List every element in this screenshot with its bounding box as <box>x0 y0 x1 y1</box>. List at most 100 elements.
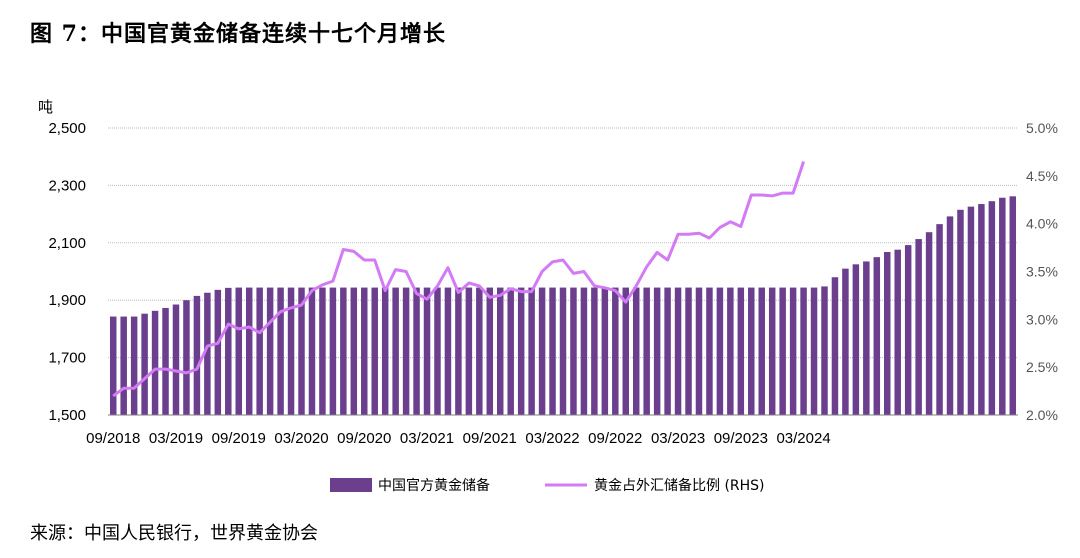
y-axis-label: 吨 <box>38 99 53 116</box>
bar <box>894 249 901 415</box>
bar <box>884 251 891 415</box>
bar <box>329 287 337 415</box>
x-tick-label: 03/2020 <box>274 430 328 447</box>
bar <box>674 287 682 415</box>
bar <box>172 304 180 415</box>
bar <box>559 287 567 415</box>
line-series <box>112 161 806 398</box>
bar <box>455 287 462 415</box>
y2-tick-label: 2.0% <box>1026 407 1058 423</box>
x-tick-label: 03/2021 <box>400 430 454 447</box>
ratio-line <box>112 161 806 398</box>
bar <box>810 287 818 415</box>
bar <box>873 257 881 415</box>
bar <box>653 287 661 415</box>
bar <box>936 224 943 415</box>
bar <box>444 287 452 415</box>
bar <box>423 287 431 415</box>
bar <box>151 310 159 415</box>
bar <box>863 261 870 415</box>
bar <box>800 287 807 415</box>
bar <box>978 204 985 415</box>
bar <box>298 287 305 415</box>
bar <box>622 287 630 415</box>
bar <box>988 201 996 415</box>
bar <box>842 268 849 415</box>
bar <box>538 287 546 415</box>
bar <box>957 209 964 415</box>
bar <box>695 287 703 415</box>
bar <box>779 287 786 415</box>
bar <box>266 287 274 415</box>
bar <box>162 307 169 415</box>
bar <box>256 287 263 415</box>
bar <box>999 197 1006 415</box>
bar <box>214 289 222 415</box>
bar <box>580 287 588 415</box>
bar <box>748 287 755 415</box>
bar <box>1009 196 1017 415</box>
bar <box>350 287 358 415</box>
y2-tick-label: 3.5% <box>1026 264 1058 280</box>
y-tick-label: 1,500 <box>48 407 86 424</box>
bar <box>109 316 117 415</box>
bar-series <box>109 196 1017 415</box>
legend-bar-swatch <box>330 478 372 492</box>
bar <box>496 287 504 415</box>
x-tick-label: 09/2019 <box>212 430 266 447</box>
bar <box>601 287 609 415</box>
bar <box>340 287 347 415</box>
bar <box>361 287 368 415</box>
bar <box>758 287 765 415</box>
bar <box>381 287 389 415</box>
legend-bar-label: 中国官方黄金储备 <box>378 477 490 494</box>
bar <box>831 277 839 415</box>
x-tick-label: 09/2021 <box>463 430 517 447</box>
x-tick-label: 09/2022 <box>588 430 642 447</box>
bar <box>476 287 483 415</box>
chart: 1,500 1,700 1,900 2,100 2,300 2,500 2.0% 2.5% 3.… <box>38 99 1058 494</box>
y2-tick-label: 3.0% <box>1026 311 1058 327</box>
y-tick-label: 2,300 <box>48 177 86 194</box>
bar <box>204 292 211 415</box>
bar <box>852 264 860 415</box>
bar <box>235 287 242 415</box>
source-note: 来源：中国人民银行，世界黄金协会 <box>30 523 318 544</box>
x-tick-label: 09/2020 <box>337 430 391 447</box>
bar <box>486 287 494 415</box>
bar <box>716 287 724 415</box>
y-tick-label: 1,900 <box>48 292 86 309</box>
bar <box>591 287 598 415</box>
bar <box>706 287 713 415</box>
legend: 中国官方黄金储备 黄金占外汇储备比例 (RHS) <box>330 477 765 494</box>
bar <box>549 287 556 415</box>
bar <box>245 287 253 415</box>
bar <box>120 316 127 415</box>
bar <box>821 286 828 415</box>
x-tick-label: 09/2018 <box>86 430 140 447</box>
y-tick-label: 2,100 <box>48 235 86 252</box>
bar <box>183 300 190 415</box>
chart-title: 图 7：中国官黄金储备连续十七个月增长 <box>30 21 446 47</box>
bar <box>632 287 640 415</box>
bar <box>413 287 420 415</box>
x-tick-label: 03/2023 <box>651 430 705 447</box>
bar <box>737 287 745 415</box>
x-tick-label: 03/2024 <box>776 430 830 447</box>
x-tick-label: 09/2023 <box>714 430 768 447</box>
bar <box>915 239 922 415</box>
axes: 1,500 1,700 1,900 2,100 2,300 2,500 2.0% 2.5% 3.… <box>48 120 1057 447</box>
bar <box>225 287 232 415</box>
bar <box>465 287 473 415</box>
bar <box>904 245 912 415</box>
bar <box>967 206 975 415</box>
bar <box>319 287 326 415</box>
bar <box>308 287 316 415</box>
bar <box>193 295 201 415</box>
bar <box>570 287 577 415</box>
bar <box>925 232 933 415</box>
bar <box>371 287 378 415</box>
bar <box>507 287 514 415</box>
bar <box>664 287 671 415</box>
bar <box>727 287 734 415</box>
